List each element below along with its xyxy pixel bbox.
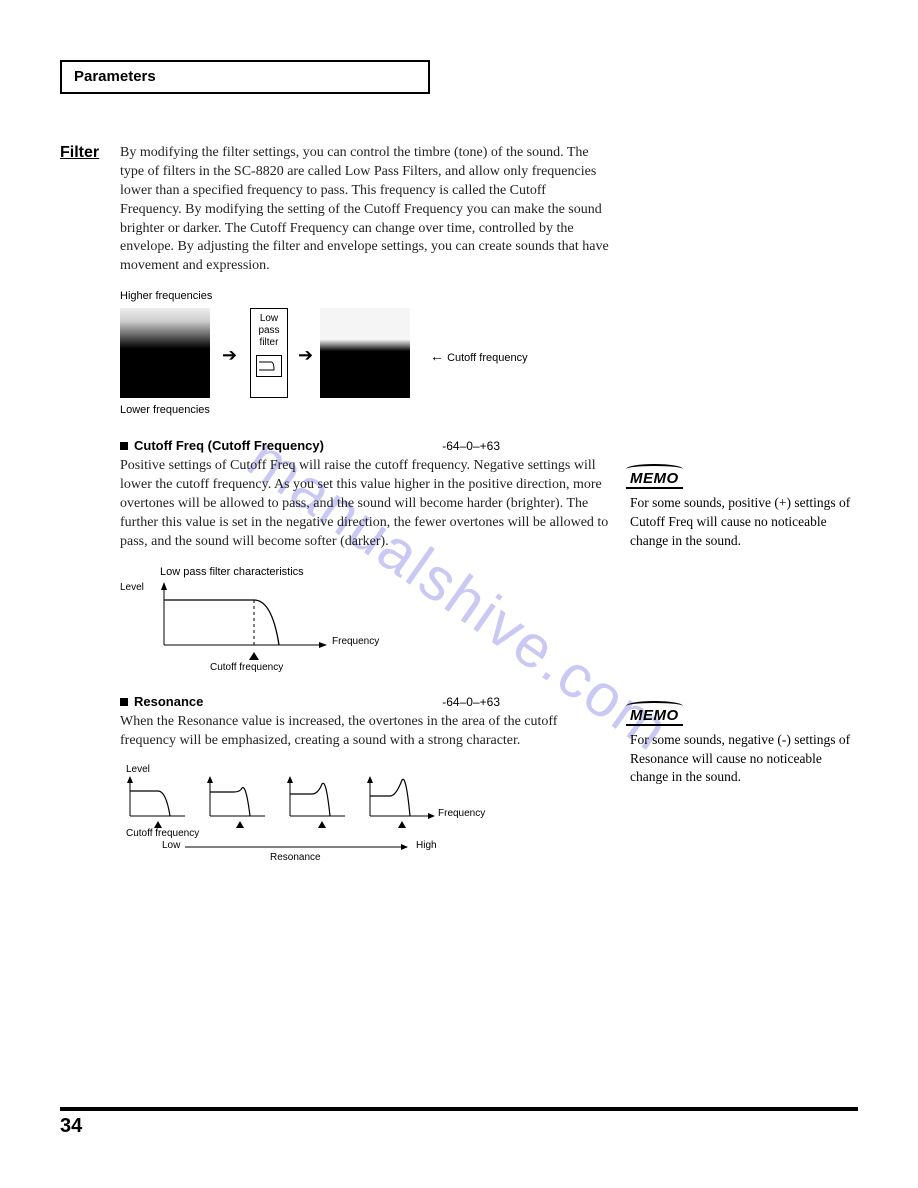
filter-label-line2: pass — [251, 325, 287, 337]
cutoff-freq-title: Cutoff Freq (Cutoff Frequency) — [134, 438, 324, 453]
resonance-heading-row: Resonance -64–0–+63 — [120, 694, 610, 709]
square-bullet-icon — [120, 698, 128, 706]
filter-label-line3: filter — [251, 337, 287, 349]
lowpass-curve-svg — [154, 580, 374, 670]
cutoff-arrow-label: ← Cutoff frequency — [430, 348, 528, 364]
level-axis-label: Level — [126, 764, 150, 775]
memo-cutoff-text: For some sounds, positive (+) settings o… — [630, 494, 860, 551]
higher-freq-label: Higher frequencies — [120, 290, 212, 302]
sidebar-col: MEMO For some sounds, positive (+) setti… — [630, 144, 860, 787]
diagram-lowpass-spectrum: Higher frequencies ➔ Low pass filter ➔ — [120, 290, 540, 420]
filter-curve-icon — [256, 355, 282, 377]
memo-icon: MEMO — [630, 470, 679, 487]
frequency-axis-label: Frequency — [332, 636, 379, 647]
header-box: Parameters — [60, 60, 430, 94]
frequency-axis-label: Frequency — [438, 808, 485, 819]
main-content-col: By modifying the filter settings, you ca… — [120, 144, 610, 864]
high-label: High — [416, 840, 437, 851]
square-bullet-icon — [120, 442, 128, 450]
lowpass-char-title: Low pass filter characteristics — [160, 566, 304, 578]
page-footer: 34 — [60, 1107, 858, 1138]
cutoff-marker-label: Cutoff frequency — [126, 828, 199, 839]
cutoff-freq-heading-row: Cutoff Freq (Cutoff Frequency) -64–0–+63 — [120, 438, 610, 453]
arrow-icon: ➔ — [222, 345, 237, 366]
lower-freq-label: Lower frequencies — [120, 404, 210, 416]
cutoff-freq-range: -64–0–+63 — [442, 439, 610, 453]
filter-box: Low pass filter — [250, 308, 288, 398]
low-label: Low — [162, 840, 180, 851]
page-container: Parameters Filter By modifying the filte… — [0, 0, 918, 1188]
intro-paragraph: By modifying the filter settings, you ca… — [120, 144, 610, 276]
diagram-resonance-curves: Level — [120, 764, 450, 854]
spectrum-after — [320, 308, 410, 398]
cutoff-freq-text: Positive settings of Cutoff Freq will ra… — [120, 457, 610, 551]
left-margin-col: Filter — [60, 144, 120, 170]
filter-label-line1: Low — [251, 313, 287, 325]
resonance-title: Resonance — [134, 694, 203, 709]
resonance-axis-label: Resonance — [270, 852, 321, 863]
diagram-lowpass-curve: Low pass filter characteristics Level Fr… — [120, 566, 380, 676]
memo-cutoff: MEMO For some sounds, positive (+) setti… — [630, 470, 860, 551]
cutoff-marker-label: Cutoff frequency — [210, 662, 283, 673]
header-box-label: Parameters — [74, 68, 156, 85]
resonance-text: When the Resonance value is increased, t… — [120, 713, 610, 751]
content-row: Filter By modifying the filter settings,… — [60, 144, 858, 864]
section-title-filter: Filter — [60, 144, 120, 162]
resonance-range: -64–0–+63 — [442, 695, 610, 709]
memo-resonance-text: For some sounds, negative (-) settings o… — [630, 731, 860, 788]
memo-icon: MEMO — [630, 707, 679, 724]
level-axis-label: Level — [120, 582, 144, 593]
page-number: 34 — [60, 1115, 82, 1137]
arrow-icon: ➔ — [298, 345, 313, 366]
spectrum-before — [120, 308, 210, 398]
resonance-curves-svg — [120, 776, 450, 836]
memo-resonance: MEMO For some sounds, negative (-) setti… — [630, 707, 860, 788]
